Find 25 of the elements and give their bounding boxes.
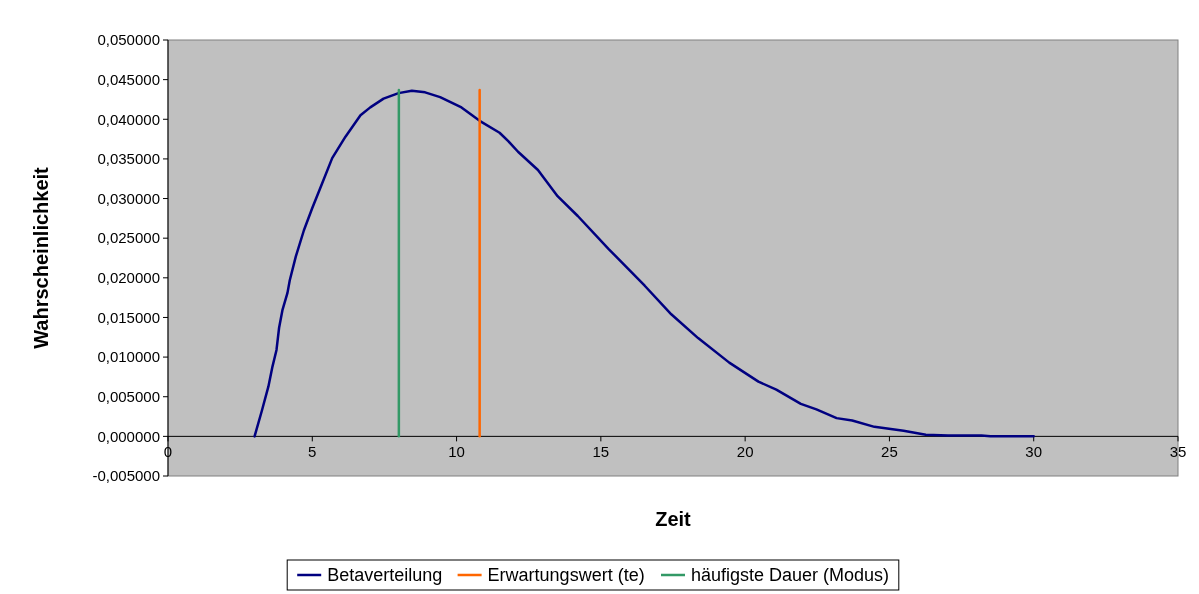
x-tick-label: 20 xyxy=(736,443,754,461)
x-axis-title: Zeit xyxy=(655,508,692,530)
y-tick-label: 0,015000 xyxy=(97,308,160,326)
x-tick-label: 35 xyxy=(1169,443,1187,461)
x-tick-label: 25 xyxy=(881,443,898,461)
y-tick-label: 0,010000 xyxy=(97,348,160,366)
x-tick-label: 5 xyxy=(308,443,317,461)
y-tick-label: -0,005000 xyxy=(92,467,160,485)
x-tick-label: 30 xyxy=(1025,443,1043,461)
x-tick-label: 15 xyxy=(592,443,610,461)
legend-label: Betaverteilung xyxy=(327,565,443,586)
legend-label: häufigste Dauer (Modus) xyxy=(691,565,890,586)
y-tick-label: 0,000000 xyxy=(97,427,160,445)
y-axis-title: Wahrscheinlichkeit xyxy=(30,166,52,349)
y-tick-label: 0,040000 xyxy=(97,110,160,128)
y-tick-label: 0,050000 xyxy=(97,31,160,49)
line-series xyxy=(253,89,1035,438)
y-tick-label: 0,020000 xyxy=(97,269,160,287)
legend-label: Erwartungswert (te) xyxy=(487,565,645,586)
y-tick-label: 0,035000 xyxy=(97,150,160,168)
x-tick-label: 10 xyxy=(448,443,465,461)
y-tick-label: 0,030000 xyxy=(97,189,160,207)
y-tick-label: 0,025000 xyxy=(97,229,160,247)
y-tick-label: 0,005000 xyxy=(97,387,160,405)
y-tick-label: 0,045000 xyxy=(97,70,160,88)
